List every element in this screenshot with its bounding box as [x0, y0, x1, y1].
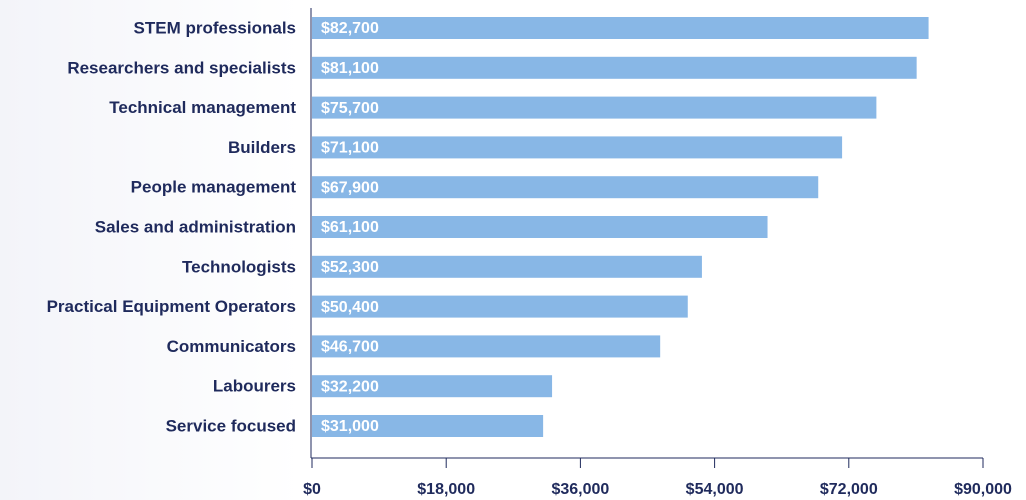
x-tick-label: $36,000 [551, 481, 609, 498]
value-label: $46,700 [321, 339, 379, 356]
bar [312, 216, 768, 238]
y-tick-label: Technical management [109, 98, 296, 117]
value-label: $52,300 [321, 259, 379, 276]
value-label: $61,100 [321, 219, 379, 236]
y-tick-label: STEM professionals [134, 18, 296, 37]
x-tick-label: $0 [303, 481, 321, 498]
x-tick-label: $18,000 [417, 481, 475, 498]
bar [312, 176, 819, 199]
y-tick-label: People management [131, 178, 297, 197]
value-label: $82,700 [321, 20, 379, 37]
bar [312, 335, 661, 358]
bar [312, 295, 688, 318]
y-tick-label: Sales and administration [95, 217, 296, 236]
value-label: $67,900 [321, 179, 379, 196]
bar [312, 136, 843, 159]
bar [312, 255, 702, 278]
value-label: $75,700 [321, 100, 379, 117]
x-tick-label: $54,000 [686, 481, 744, 498]
value-label: $71,100 [321, 140, 379, 157]
x-tick-label: $90,000 [954, 481, 1012, 498]
bar [312, 96, 877, 119]
bar [312, 17, 929, 39]
value-label: $81,100 [321, 60, 379, 77]
value-label: $50,400 [321, 299, 379, 316]
y-tick-label: Communicators [167, 337, 296, 356]
value-label: $31,000 [321, 418, 379, 435]
value-label: $32,200 [321, 378, 379, 395]
x-tick-label: $72,000 [820, 481, 878, 498]
y-tick-label: Researchers and specialists [67, 58, 296, 77]
bar [312, 56, 917, 79]
y-tick-label: Technologists [182, 257, 296, 276]
bar [312, 415, 544, 437]
bar [312, 375, 553, 398]
y-tick-label: Practical Equipment Operators [47, 297, 296, 316]
y-tick-label: Builders [228, 138, 296, 157]
y-tick-label: Labourers [213, 377, 296, 396]
y-tick-label: Service focused [166, 416, 296, 435]
